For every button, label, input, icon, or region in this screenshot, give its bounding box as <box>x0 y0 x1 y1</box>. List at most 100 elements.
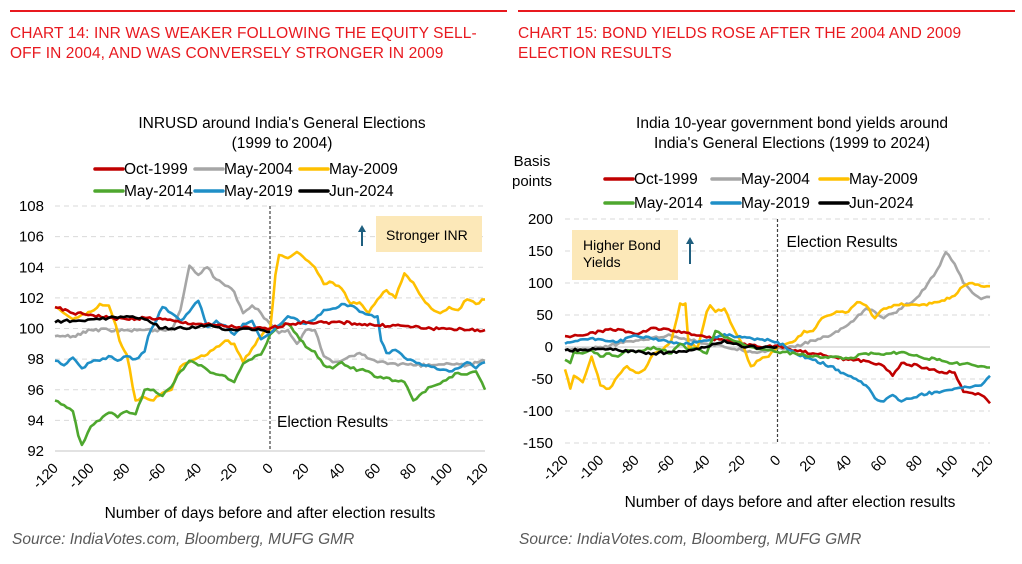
x-tick-label: 60 <box>868 453 891 476</box>
legend-label: Oct-1999 <box>124 161 188 178</box>
legend-item: May-2019 <box>193 183 293 200</box>
legend-label: May-2004 <box>741 171 810 188</box>
y-tick-label: 0 <box>545 339 553 356</box>
y-tick-label: 200 <box>528 211 553 228</box>
series-line-jun-2024 <box>54 315 271 334</box>
election-results-label: Election Results <box>277 414 388 431</box>
y-tick-label: -50 <box>531 371 553 388</box>
y-tick-label: 100 <box>19 321 44 338</box>
legend-label: Jun-2024 <box>329 183 394 200</box>
legend-item: Jun-2024 <box>298 183 394 200</box>
chart-15-panel: CHART 15: BOND YIELDS ROSE AFTER THE 200… <box>510 0 1022 564</box>
x-tick-label: -40 <box>179 461 205 487</box>
x-tick-label: 20 <box>290 461 313 484</box>
x-tick-label: -120 <box>540 453 572 485</box>
y-tick-label: -100 <box>523 403 553 420</box>
y-tick-label: 104 <box>19 259 44 276</box>
heading-rule <box>10 10 507 12</box>
y-tick-label: 94 <box>27 412 44 429</box>
legend-label: May-2019 <box>741 195 810 212</box>
chart-title: India 10-year government bond yields aro… <box>636 115 948 132</box>
y-tick-label: 96 <box>27 382 44 399</box>
y-tick-label: 92 <box>27 443 44 460</box>
legend-label: Oct-1999 <box>634 171 698 188</box>
x-tick-label: 0 <box>767 453 784 470</box>
legend-item: May-2004 <box>193 161 293 178</box>
x-tick-label: 20 <box>797 453 820 476</box>
series-line-oct-1999 <box>54 305 486 333</box>
chart-14-heading: CHART 14: INR WAS WEAKER FOLLOWING THE E… <box>10 25 477 62</box>
legend-item: May-2004 <box>710 171 810 188</box>
y-tick-label: -150 <box>523 435 553 452</box>
legend-label: Jun-2024 <box>849 195 914 212</box>
y-axis-label: points <box>512 173 552 190</box>
legend-label: May-2019 <box>224 183 293 200</box>
y-tick-label: 98 <box>27 351 44 368</box>
chart-title: (1999 to 2004) <box>232 135 333 152</box>
chart-14-source: Source: IndiaVotes.com, Bloomberg, MUFG … <box>12 531 355 548</box>
x-tick-label: -20 <box>215 461 241 487</box>
annotation-text: Stronger INR <box>386 227 468 243</box>
legend-item: Jun-2024 <box>818 195 914 212</box>
chart-14-panel: CHART 14: INR WAS WEAKER FOLLOWING THE E… <box>0 0 510 564</box>
x-tick-label: 120 <box>968 453 996 481</box>
chart-15-source: Source: IndiaVotes.com, Bloomberg, MUFG … <box>519 531 862 548</box>
x-tick-label: -80 <box>107 461 133 487</box>
chart-title: India's General Elections (1999 to 2024) <box>654 135 930 152</box>
x-tick-label: 40 <box>832 453 855 476</box>
x-tick-label: 80 <box>397 461 420 484</box>
annotation-box <box>376 216 482 252</box>
x-tick-label: -100 <box>66 461 98 493</box>
x-tick-label: 80 <box>903 453 926 476</box>
legend-item: Oct-1999 <box>603 171 698 188</box>
y-tick-label: 50 <box>536 307 553 324</box>
x-tick-label: -40 <box>687 453 713 479</box>
legend-label: May-2014 <box>634 195 703 212</box>
chart-15-heading: CHART 15: BOND YIELDS ROSE AFTER THE 200… <box>518 25 962 62</box>
legend-item: May-2014 <box>603 195 703 212</box>
heading-rule <box>518 10 1015 12</box>
up-arrow-head-icon <box>358 225 366 232</box>
annotation-box <box>572 230 678 280</box>
x-axis-label: Number of days before and after election… <box>625 494 956 511</box>
x-tick-label: 120 <box>463 461 491 489</box>
legend-label: May-2009 <box>329 161 398 178</box>
legend-label: May-2009 <box>849 171 918 188</box>
chart-title: INRUSD around India's General Elections <box>138 115 426 132</box>
y-tick-label: 102 <box>19 290 44 307</box>
election-results-label: Election Results <box>787 234 898 251</box>
annotation-text: Higher Bond <box>583 237 661 253</box>
legend-item: May-2014 <box>93 183 193 200</box>
x-tick-label: -20 <box>723 453 749 479</box>
legend-label: May-2014 <box>124 183 193 200</box>
series-line-may-2019 <box>564 332 991 403</box>
legend-label: May-2004 <box>224 161 293 178</box>
x-tick-label: -80 <box>617 453 643 479</box>
y-tick-label: 106 <box>19 229 44 246</box>
x-tick-label: -100 <box>575 453 607 485</box>
legend-item: May-2019 <box>710 195 810 212</box>
legend-item: May-2009 <box>818 171 918 188</box>
x-tick-label: -60 <box>652 453 678 479</box>
chart-14: INRUSD around India's General Elections (… <box>19 115 492 522</box>
x-tick-label: -60 <box>143 461 169 487</box>
x-tick-label: 100 <box>428 461 456 489</box>
y-axis-label: Basis <box>514 153 551 170</box>
x-tick-label: 60 <box>362 461 385 484</box>
x-axis-label: Number of days before and after election… <box>105 505 436 522</box>
series-line-jun-2024 <box>564 339 778 356</box>
legend-item: May-2009 <box>298 161 398 178</box>
up-arrow-head-icon <box>686 237 694 244</box>
y-tick-label: 150 <box>528 243 553 260</box>
legend-item: Oct-1999 <box>93 161 188 178</box>
x-tick-label: 0 <box>260 461 277 478</box>
annotation-text: Yields <box>583 254 621 270</box>
y-tick-label: 100 <box>528 275 553 292</box>
x-tick-label: -120 <box>30 461 62 493</box>
x-tick-label: 40 <box>326 461 349 484</box>
y-tick-label: 108 <box>19 198 44 215</box>
series-line-may-2019 <box>54 299 486 373</box>
chart-15: India 10-year government bond yields aro… <box>512 115 997 511</box>
x-tick-label: 100 <box>933 453 961 481</box>
